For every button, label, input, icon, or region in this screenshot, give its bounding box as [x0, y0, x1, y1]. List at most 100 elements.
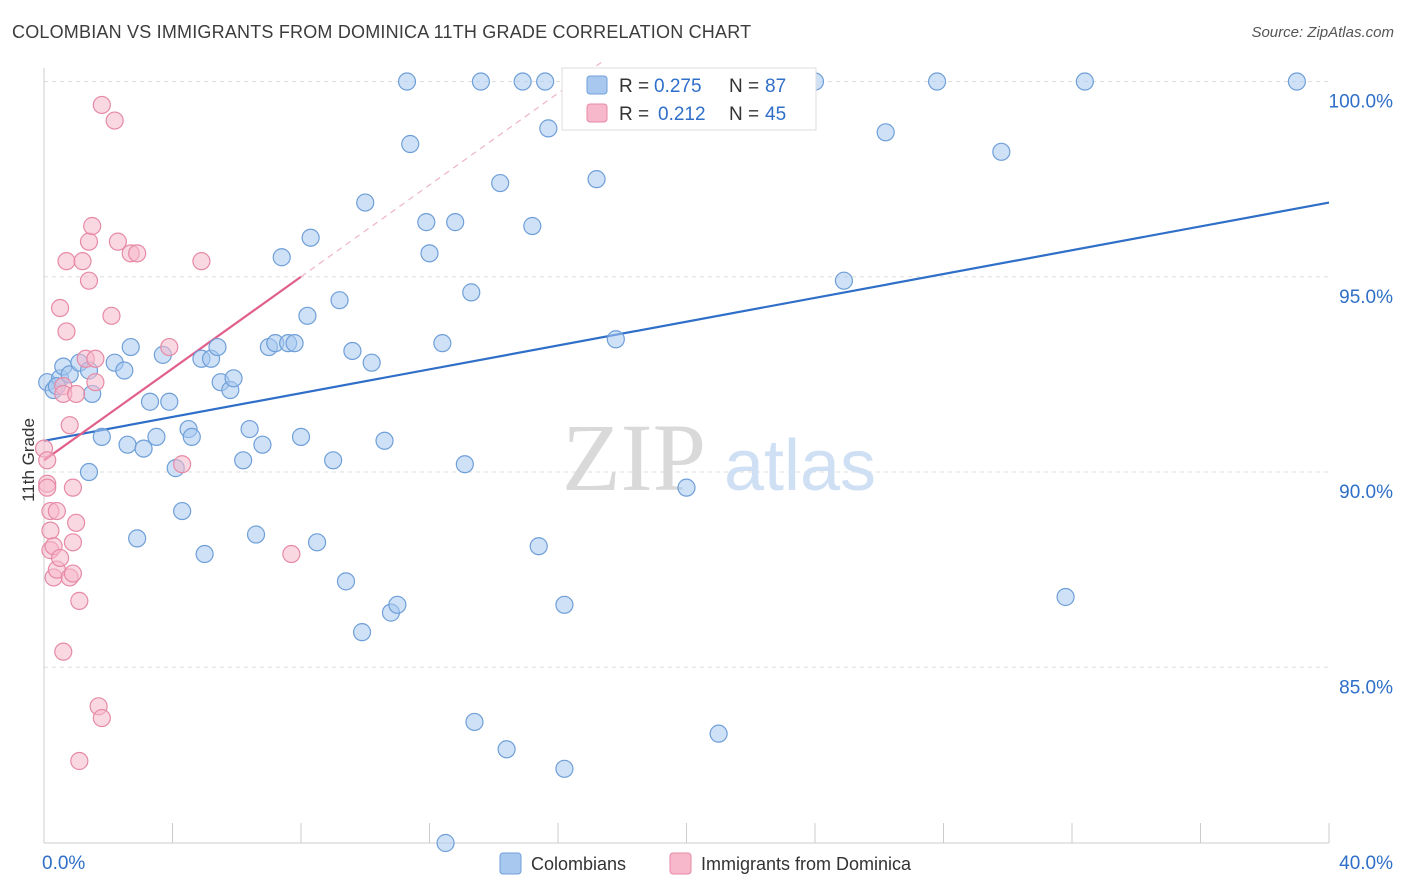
point-colombians	[491, 173, 510, 193]
stats-r-label-2: R =	[619, 104, 649, 125]
point-dominica	[54, 642, 73, 661]
stats-r-value-2: 0.212	[658, 104, 706, 125]
point-colombians	[140, 392, 160, 411]
point-colombians	[1287, 72, 1306, 91]
y-tick-label: 100.0%	[1329, 92, 1394, 113]
point-colombians	[234, 451, 253, 470]
point-colombians	[343, 341, 362, 361]
point-dominica	[173, 455, 192, 474]
point-colombians	[1075, 72, 1094, 91]
point-colombians	[272, 248, 291, 267]
point-dominica	[79, 232, 99, 251]
point-dominica	[41, 521, 60, 540]
point-colombians	[606, 330, 625, 349]
point-dominica	[160, 337, 179, 357]
point-dominica	[108, 232, 127, 251]
stats-box: R = 0.275 N = 87 R = 0.212 N = 45	[561, 67, 817, 131]
legend: Colombians Immigrants from Dominica	[499, 852, 912, 875]
point-colombians	[536, 72, 555, 91]
point-colombians	[121, 337, 140, 357]
chart-title: COLOMBIAN VS IMMIGRANTS FROM DOMINICA 11…	[12, 22, 752, 42]
point-colombians	[195, 544, 214, 564]
point-dominica	[47, 501, 66, 521]
point-colombians	[240, 419, 259, 439]
point-colombians	[397, 72, 417, 91]
point-colombians	[677, 478, 696, 497]
point-colombians	[587, 170, 606, 189]
point-dominica	[102, 306, 121, 325]
point-dominica	[67, 513, 86, 532]
point-dominica	[63, 533, 83, 552]
point-colombians	[462, 283, 481, 302]
point-colombians	[539, 119, 558, 138]
point-colombians	[134, 439, 153, 458]
point-colombians	[208, 337, 227, 357]
point-colombians	[182, 427, 201, 446]
point-colombians	[455, 455, 474, 474]
trend-extension-dominica	[300, 61, 603, 278]
point-colombians	[529, 537, 548, 556]
legend-swatch-dominica	[669, 852, 692, 875]
stats-swatch-pink	[586, 103, 608, 123]
point-colombians	[834, 271, 854, 290]
point-colombians	[160, 392, 179, 411]
watermark-atlas: atlas	[724, 426, 876, 506]
y-tick-label: 90.0%	[1339, 482, 1393, 503]
point-dominica	[67, 384, 86, 404]
point-dominica	[79, 271, 99, 290]
legend-label-dominica: Immigrants from Dominica	[701, 854, 912, 874]
point-colombians	[118, 435, 137, 454]
point-colombians	[465, 712, 484, 732]
point-dominica	[57, 252, 76, 271]
point-colombians	[291, 427, 311, 446]
point-colombians	[417, 213, 436, 232]
stats-n-label-2: N =	[729, 104, 759, 125]
point-colombians	[375, 431, 394, 450]
point-colombians	[513, 72, 532, 91]
point-dominica	[60, 416, 79, 435]
legend-label-colombians: Colombians	[531, 854, 626, 874]
source-label: Source: ZipAtlas.com	[1251, 24, 1394, 41]
point-dominica	[86, 349, 105, 368]
point-colombians	[285, 334, 304, 353]
y-tick-label: 85.0%	[1339, 677, 1393, 698]
point-colombians	[298, 306, 317, 325]
point-colombians	[79, 462, 99, 482]
point-colombians	[709, 724, 728, 743]
point-colombians	[992, 142, 1011, 161]
point-colombians	[388, 595, 407, 614]
stats-r-value-1: 0.275	[654, 76, 702, 97]
stats-n-label-1: N =	[729, 76, 759, 97]
y-tick-labels: 85.0% 90.0% 95.0% 100.0%	[1329, 92, 1394, 699]
point-dominica	[86, 373, 105, 392]
point-colombians	[352, 623, 372, 642]
point-colombians	[446, 213, 465, 232]
point-colombians	[876, 123, 895, 142]
stats-r-label-1: R =	[619, 76, 649, 97]
point-colombians	[362, 353, 381, 372]
point-dominica	[38, 478, 57, 497]
point-dominica	[57, 322, 76, 341]
x-tick-label: 40.0%	[1339, 853, 1393, 874]
legend-swatch-colombians	[499, 852, 522, 875]
point-colombians	[471, 72, 490, 91]
point-dominica	[70, 751, 89, 771]
point-dominica	[63, 478, 83, 497]
stats-swatch-blue	[586, 75, 608, 95]
point-colombians	[253, 435, 272, 454]
data-points	[34, 72, 1306, 853]
point-dominica	[105, 111, 124, 130]
point-colombians	[555, 759, 574, 778]
point-colombians	[173, 501, 192, 521]
point-dominica	[83, 216, 102, 236]
x-tick-labels: 0.0% 40.0%	[42, 853, 1393, 874]
trend-lines	[43, 61, 1330, 462]
point-colombians	[324, 451, 343, 470]
x-tick-label: 0.0%	[42, 853, 85, 874]
stats-n-value-1: 87	[765, 76, 786, 97]
point-colombians	[307, 533, 327, 552]
point-colombians	[147, 427, 166, 446]
point-colombians	[433, 334, 452, 353]
point-colombians	[497, 740, 516, 759]
